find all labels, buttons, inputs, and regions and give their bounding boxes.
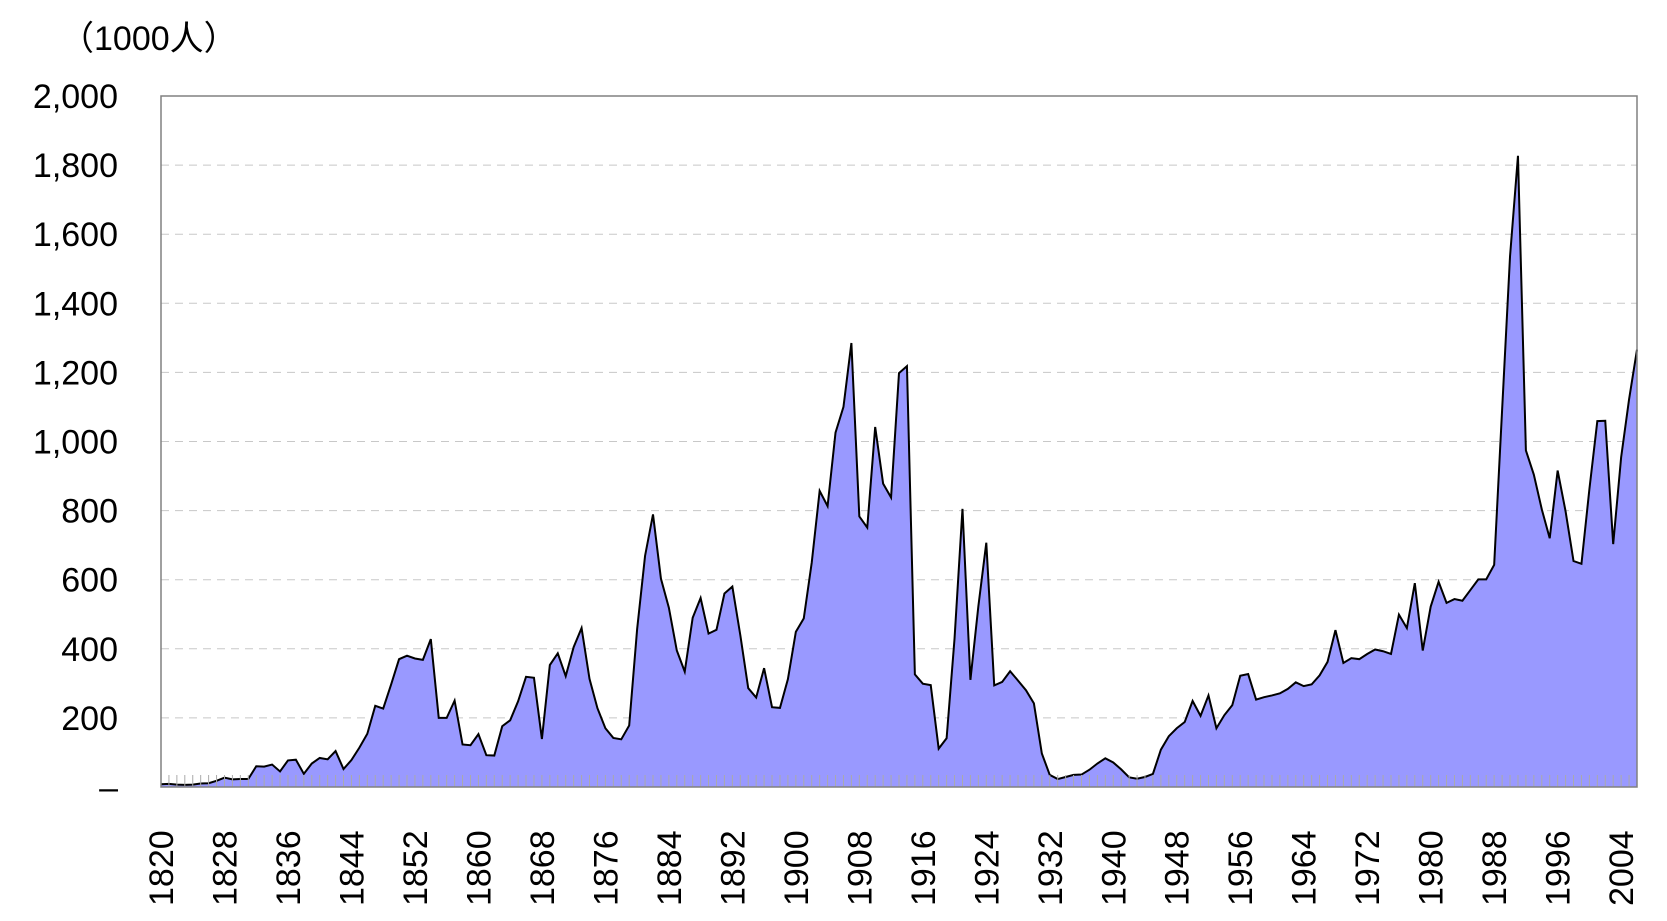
x-tick-label: 1940 [1095,830,1133,906]
x-tick-label: 1988 [1476,830,1514,906]
x-tick-label: 1996 [1540,830,1578,906]
axes [160,95,1638,788]
x-tick-label: 1844 [333,830,371,906]
x-tick-label: 1908 [841,830,879,906]
x-tick-label: 1876 [587,830,625,906]
x-tick-label: 1980 [1413,830,1451,906]
y-tick-label: 1,000 [33,424,118,462]
y-tick-label: 200 [61,700,118,738]
minor-ticks [160,775,1638,787]
y-tick-label: 1,800 [33,147,118,185]
x-tick-label: 1964 [1286,830,1324,906]
x-tick-label: 2004 [1603,830,1641,906]
x-tick-label: 1924 [968,830,1006,906]
y-tick-label: 1,400 [33,285,118,323]
series-line [160,155,1638,786]
series-area [160,155,1638,787]
area-fill [161,155,1637,787]
y-unit-label: （1000人） [60,20,238,58]
x-tick-label: 1828 [206,830,244,906]
x-axis-ticks: 1820 1828 1836 1844 1852 1860 1868 1876 1884 1892… [143,830,1641,906]
y-tick-label: 400 [61,631,118,669]
x-tick-label: 1860 [460,830,498,906]
x-tick-label: 1820 [143,830,181,906]
plot-border [160,95,1638,788]
y-tick-label: 600 [61,562,118,600]
x-tick-label: 1852 [397,830,435,906]
x-tick-label: 1884 [651,830,689,906]
x-tick-label: 1956 [1222,830,1260,906]
x-tick-label: 1836 [270,830,308,906]
x-tick-label: 1892 [714,830,752,906]
y-tick-label: 1,200 [33,354,118,392]
y-tick-label: 800 [61,493,118,531]
x-tick-label: 1948 [1159,830,1197,906]
x-tick-label: 1900 [778,830,816,906]
x-tick-label: 1916 [905,830,943,906]
y-tick-label: – [99,769,118,807]
y-axis-ticks: – 200 400 600 800 1,000 1,200 1,400 1,600 1,800 2,… [33,78,118,807]
x-tick-label: 1932 [1032,830,1070,906]
y-tick-label: 2,000 [33,78,118,116]
y-tick-label: 1,600 [33,216,118,254]
x-tick-label: 1868 [524,830,562,906]
x-tick-label: 1972 [1349,830,1387,906]
